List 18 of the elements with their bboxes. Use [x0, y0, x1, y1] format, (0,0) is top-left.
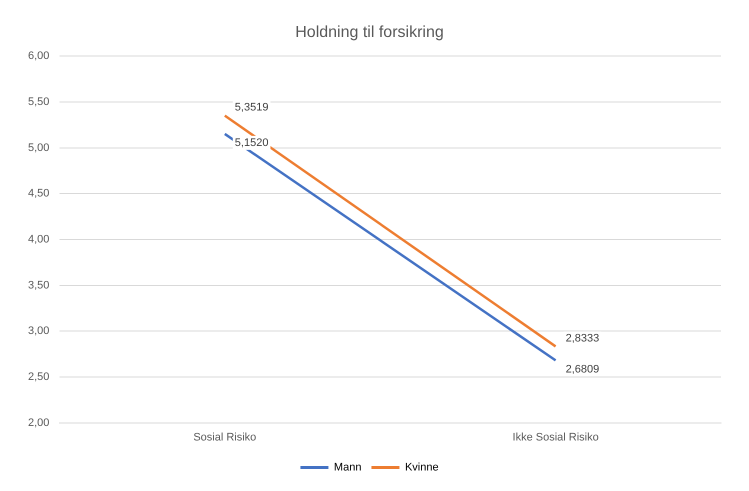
- legend-label: Mann: [334, 462, 362, 474]
- x-tick-label: Sosial Risiko: [193, 431, 256, 444]
- data-label: 2,6809: [566, 363, 600, 376]
- y-tick-label: 6,00: [28, 50, 50, 62]
- y-tick-label: 2,50: [28, 371, 50, 384]
- y-tick-label: 2,00: [28, 416, 50, 429]
- y-tick-label: 5,50: [28, 96, 50, 108]
- y-tick-label: 5,00: [28, 142, 50, 154]
- y-tick-label: 3,00: [28, 325, 50, 338]
- y-tick-label: 4,00: [28, 234, 50, 246]
- data-label: 5,3519: [234, 102, 268, 114]
- data-label: 2,8333: [566, 332, 600, 344]
- x-tick-label: Ikke Sosial Risiko: [512, 431, 599, 444]
- data-label: 5,1520: [234, 136, 268, 149]
- chart-title: Holdning til forsikring: [295, 24, 444, 42]
- y-tick-label: 3,50: [28, 279, 50, 292]
- legend-label: Kvinne: [404, 462, 439, 474]
- y-tick-label: 4,50: [28, 188, 50, 200]
